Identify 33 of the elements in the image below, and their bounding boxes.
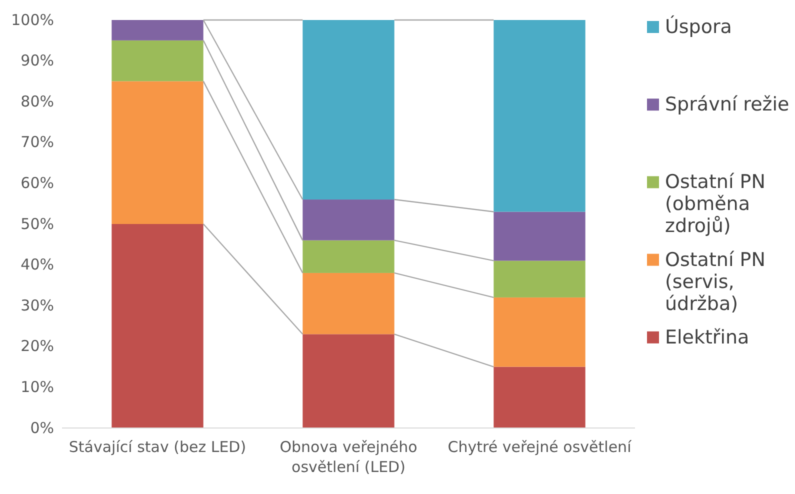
x-tick-label: Obnova veřejného osvětlení (LED)	[280, 438, 418, 476]
bar	[112, 40, 204, 82]
y-tick-label: 40%	[20, 256, 54, 274]
bar	[302, 334, 394, 428]
legend-label: Správní režie	[665, 94, 790, 116]
legend-label: Ostatní PN (servis, údržba)	[665, 248, 766, 315]
bar	[302, 240, 394, 273]
y-tick-label: 30%	[20, 296, 54, 314]
y-tick-label: 20%	[20, 337, 54, 356]
legend-label: Ostatní PN (obměna zdrojů)	[665, 171, 766, 238]
y-tick-label: 90%	[20, 52, 54, 70]
legend-label: Úspora	[665, 15, 732, 38]
bar	[494, 260, 586, 298]
bar	[112, 224, 204, 428]
y-tick-label: 80%	[20, 92, 54, 110]
bar	[302, 20, 394, 200]
bar	[112, 20, 204, 40]
y-tick-label: 100%	[11, 10, 54, 29]
bar	[112, 81, 204, 224]
bar	[302, 272, 394, 334]
y-tick-label: 60%	[20, 174, 54, 192]
bar	[302, 200, 394, 240]
x-tick-label: Chytré veřejné osvětlení	[448, 438, 632, 456]
y-tick-label: 50%	[20, 214, 54, 233]
legend-label: Elektřina	[665, 326, 750, 348]
bar	[494, 366, 586, 428]
y-tick-label: 10%	[20, 378, 54, 396]
x-tick-label: Stávající stav (bez LED)	[68, 438, 246, 456]
y-tick-label: 0%	[30, 418, 54, 437]
bar	[494, 212, 586, 261]
y-tick-label: 70%	[20, 133, 54, 152]
bar	[494, 20, 586, 212]
bar	[494, 297, 586, 367]
